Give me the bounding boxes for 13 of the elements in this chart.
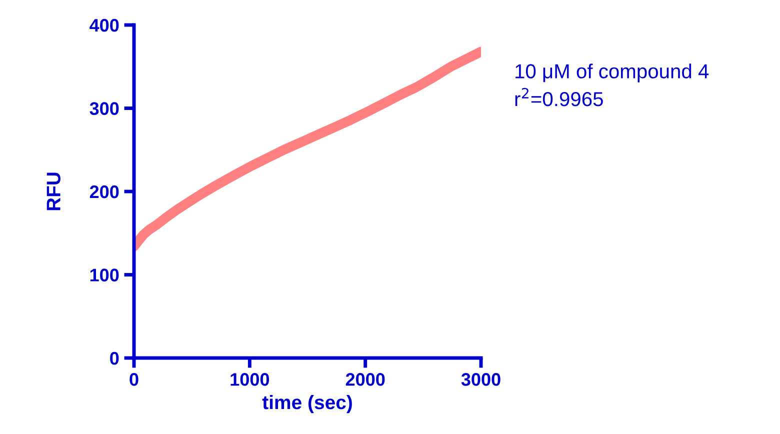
y-tick-label: 100 (90, 268, 119, 282)
x-tick-label: 0 (130, 373, 138, 386)
x-tick-label: 1000 (230, 373, 270, 386)
x-axis-title: time (sec) (262, 394, 352, 414)
x-tick-label: 3000 (461, 373, 500, 386)
y-axis-title: RFU (46, 172, 60, 210)
y-tick-label: 200 (90, 185, 119, 198)
text: 10 μM of compound 4 (516, 64, 709, 82)
text: r$^{2}$=0.9965 (515, 88, 603, 106)
y-tick-label: 300 (90, 102, 119, 115)
x-tick-label: 2000 (346, 373, 385, 386)
y-tick-label: 0 (110, 352, 119, 365)
y-tick-label: 400 (90, 18, 119, 32)
